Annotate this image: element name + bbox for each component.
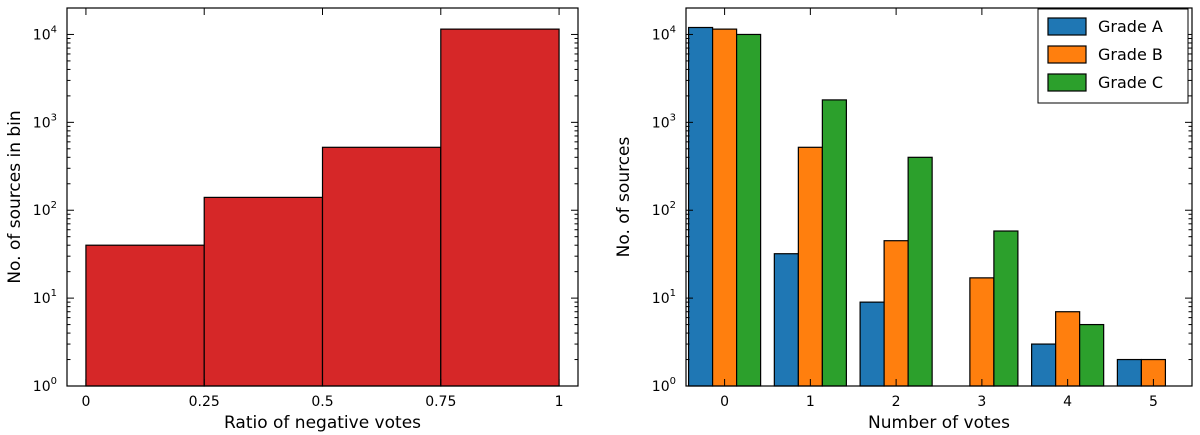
right-grouped-bar-chart: 0 1 2 3 4 5 100 101 102 103 104 Number of votes No. … bbox=[614, 7, 1193, 433]
histogram-bar bbox=[203, 196, 324, 387]
y-tick-label: 103 bbox=[33, 112, 57, 131]
y-tick-label: 100 bbox=[33, 376, 57, 395]
x-tick-label: 0 bbox=[81, 394, 90, 410]
bar-grade-a bbox=[859, 301, 885, 387]
y-tick-label: 101 bbox=[652, 288, 676, 307]
y-axis-label: No. of sources in bin bbox=[5, 110, 25, 283]
bar-grade-c bbox=[907, 156, 933, 387]
right-axes-frame bbox=[685, 7, 1193, 387]
y-tick-label: 101 bbox=[33, 288, 57, 307]
histogram-bar bbox=[321, 146, 442, 387]
bar-grade-a bbox=[1031, 343, 1057, 387]
legend-label: Grade C bbox=[1098, 73, 1163, 92]
x-tick-label: 3 bbox=[977, 394, 986, 410]
histogram-bar bbox=[85, 244, 205, 387]
bar-grade-b bbox=[711, 28, 738, 387]
legend-swatch bbox=[1047, 17, 1087, 36]
x-tick-label: 4 bbox=[1063, 394, 1072, 410]
legend-swatch bbox=[1047, 45, 1087, 64]
y-tick-label: 102 bbox=[33, 200, 57, 219]
x-axis-label: Ratio of negative votes bbox=[224, 413, 421, 433]
x-tick-label: 0 bbox=[720, 394, 729, 410]
bar-grade-a bbox=[773, 253, 799, 387]
bar-grade-b bbox=[969, 277, 995, 387]
histogram-bar bbox=[440, 28, 560, 387]
y-tick-label: 100 bbox=[652, 376, 676, 395]
left-histogram-chart: 0 0.25 0.5 0.75 1 100 101 102 103 104 Ratio of neg… bbox=[5, 7, 579, 433]
y-tick-label: 102 bbox=[652, 200, 676, 219]
bar-grade-a bbox=[1116, 358, 1143, 387]
bar-grade-b bbox=[797, 146, 823, 387]
bar-grade-c bbox=[1079, 323, 1105, 387]
x-tick-label: 5 bbox=[1149, 394, 1158, 410]
x-tick-label: 1 bbox=[555, 394, 564, 410]
y-axis-label: No. of sources bbox=[614, 136, 634, 257]
legend: Grade A Grade B Grade C bbox=[1037, 8, 1189, 104]
legend-swatch bbox=[1047, 73, 1087, 92]
bar-grade-c bbox=[735, 33, 762, 387]
y-tick-label: 103 bbox=[652, 112, 676, 131]
x-tick-label: 0.75 bbox=[425, 394, 456, 410]
y-tick-label: 104 bbox=[33, 24, 57, 43]
bar-grade-c bbox=[821, 99, 847, 387]
bar-grade-c bbox=[993, 230, 1019, 387]
x-axis-label: Number of votes bbox=[868, 413, 1010, 433]
x-tick-label: 0.5 bbox=[311, 394, 333, 410]
legend-label: Grade A bbox=[1098, 17, 1163, 36]
legend-label: Grade B bbox=[1098, 45, 1163, 64]
y-tick-label: 104 bbox=[652, 24, 676, 43]
x-tick-label: 1 bbox=[806, 394, 815, 410]
x-tick-label: 0.25 bbox=[189, 394, 220, 410]
x-tick-label: 2 bbox=[892, 394, 901, 410]
bar-grade-a bbox=[687, 26, 714, 387]
bar-grade-b bbox=[1055, 311, 1081, 387]
bar-grade-b bbox=[883, 240, 909, 387]
